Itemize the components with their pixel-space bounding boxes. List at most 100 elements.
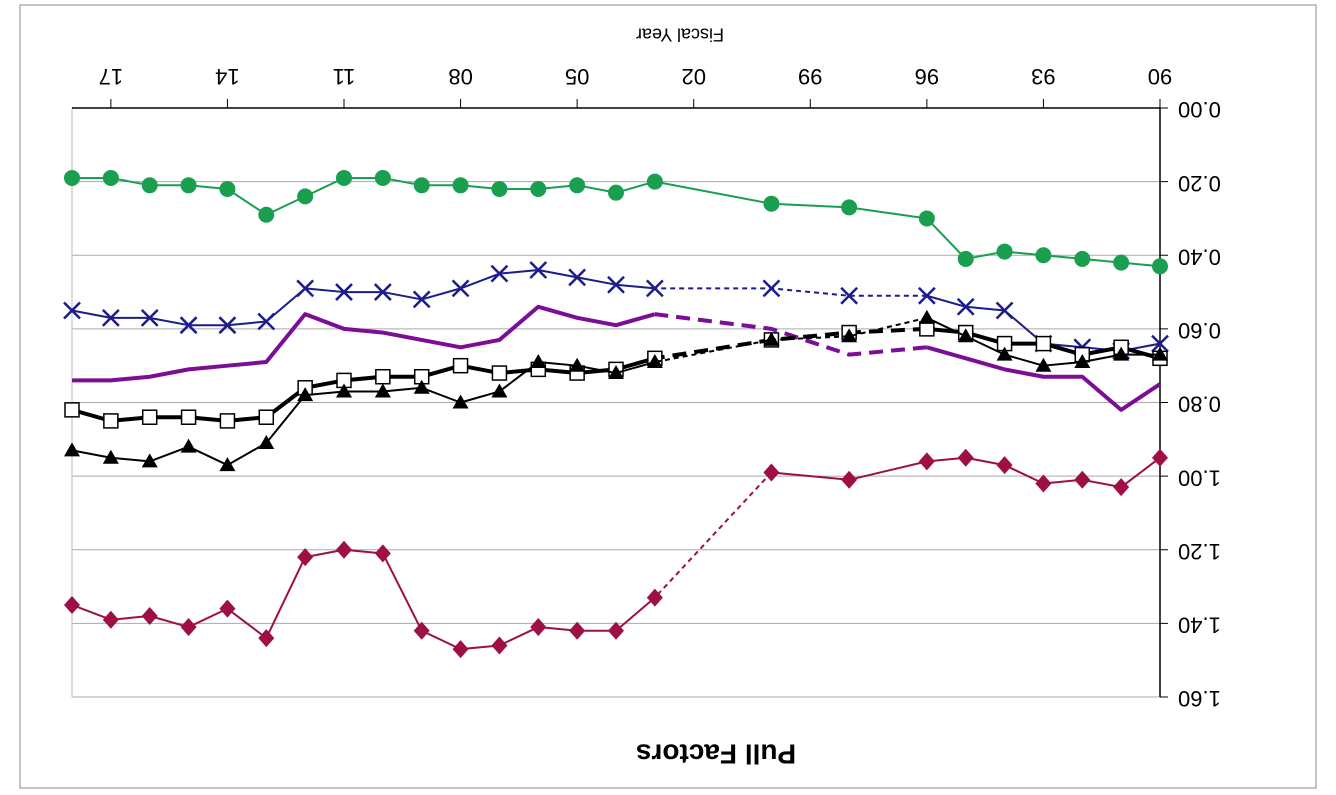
point [102,610,119,629]
point [452,640,469,659]
point [1113,346,1130,361]
point [64,169,80,186]
point [179,316,198,335]
point [219,457,236,472]
point [1152,258,1168,275]
point [490,264,509,283]
y-tick-label: 1.40 [1178,613,1221,638]
point [956,297,975,316]
x-tick-label: 08 [448,64,472,89]
point [180,177,197,194]
point [491,180,508,197]
point [763,331,780,346]
point [375,368,391,385]
point [918,309,935,324]
point [452,394,469,409]
point [141,177,158,194]
series-line [72,304,656,383]
point [568,268,587,287]
x-tick-label: 90 [1148,64,1172,89]
x-tick-label: 02 [681,64,705,89]
point [840,286,859,305]
point [103,413,119,429]
point [1151,334,1169,353]
x-tick-label: 14 [215,64,239,89]
y-tick-label: 0.60 [1178,318,1221,343]
point [1152,448,1168,467]
point [297,188,314,205]
point [102,449,119,464]
point [1035,247,1052,264]
x-tick-label: 96 [915,64,939,89]
point [996,456,1013,475]
point [336,383,352,398]
point [413,177,430,194]
chart-frame [19,4,1317,789]
point [491,383,508,398]
point [258,206,275,223]
point [101,308,120,327]
point [607,275,625,294]
point [919,321,935,337]
point [64,595,80,614]
point [530,618,547,637]
series-line [654,471,773,599]
point [1074,354,1091,369]
point [917,286,936,305]
point [646,354,663,369]
y-tick-label: 1.20 [1178,539,1221,564]
point [608,184,624,201]
series-line [71,268,655,327]
x-tick-label: 17 [99,64,123,89]
y-tick-label: 0.40 [1178,244,1221,269]
point [374,383,391,398]
series-line [654,287,927,297]
point [452,357,469,374]
point [646,588,663,607]
point [63,301,81,320]
point [957,448,974,467]
point [996,243,1013,260]
point [530,180,547,197]
point [608,365,624,380]
point [608,621,624,640]
x-tick-label: 99 [798,64,822,89]
point [569,621,586,640]
series-line [71,361,656,467]
point [957,250,974,267]
x-tick-label: 05 [565,64,589,89]
point [141,409,158,425]
point [529,261,548,279]
point [374,169,391,186]
point [1035,474,1052,493]
point [180,409,197,425]
point [1113,478,1130,497]
point [64,402,80,418]
series-line [654,312,928,357]
point [1074,250,1091,267]
point [995,301,1014,320]
point [1113,254,1130,271]
point [451,279,470,298]
point [219,413,236,429]
point [218,316,237,335]
point [491,365,508,381]
point [957,328,974,343]
point [762,279,781,298]
y-tick-label: 0.80 [1178,392,1221,417]
point [763,195,780,212]
y-tick-label: 0.00 [1178,97,1221,122]
point [258,434,275,449]
point [452,177,469,194]
point [841,199,858,216]
series-line [654,326,927,361]
point [140,308,159,327]
series-line [71,548,656,651]
point [102,169,119,186]
chart-title: Pull Factors [636,739,796,770]
point [374,544,391,563]
point [491,636,508,655]
point [219,180,236,197]
point [336,540,352,559]
